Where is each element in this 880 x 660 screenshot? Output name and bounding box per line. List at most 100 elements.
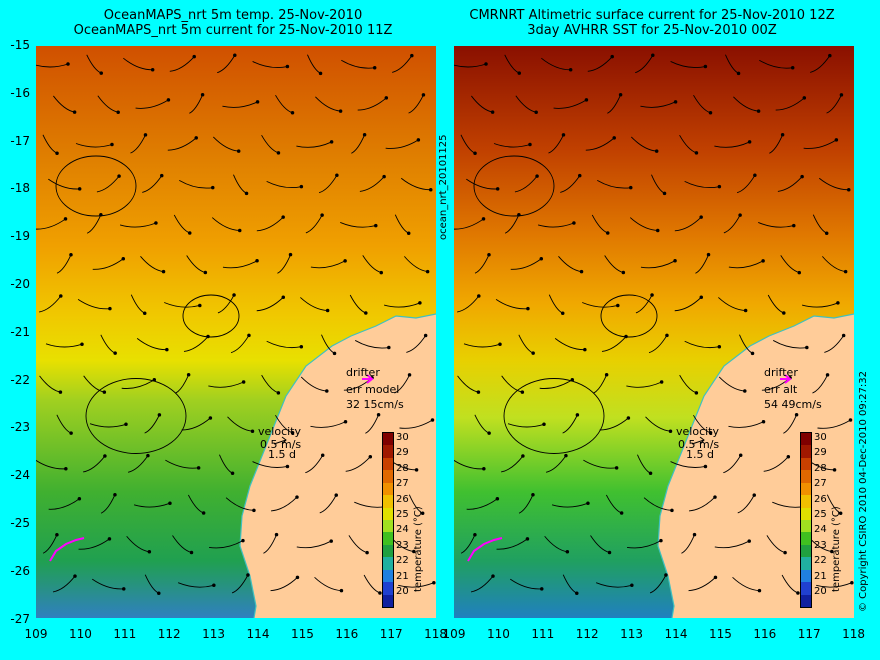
y-tick-label: -21: [10, 324, 30, 339]
colorbar-segment: [801, 495, 811, 509]
x-tick-label: 116: [753, 627, 777, 641]
colorbar-segment: [801, 433, 811, 446]
left-velocity-days: 1.5 d: [268, 448, 296, 461]
right-velocity-scale: 0.5 m/s: [678, 438, 720, 451]
velocity-scale-arrow: [273, 436, 287, 445]
colorbar-tick-label: 24: [396, 524, 409, 536]
colorbar-tick-label: 21: [814, 570, 827, 582]
current-streamlines: [36, 53, 436, 596]
colorbar-segment: [801, 520, 811, 533]
colorbar-segment: [383, 445, 393, 459]
colorbar-segment: [383, 433, 393, 446]
left-velocity-scale: 0.5 m/s: [260, 438, 302, 451]
colorbar-tick-label: 23: [396, 539, 409, 551]
x-tick-label: 110: [486, 627, 510, 641]
colorbar-segment: [383, 520, 393, 533]
x-tick-label: 115: [290, 627, 314, 641]
right-velocity-days: 1.5 d: [686, 448, 714, 461]
colorbar-tick-label: 30: [814, 432, 827, 443]
colorbar-segment: [801, 507, 811, 521]
colorbar-tick-label: 26: [396, 493, 409, 505]
colorbar-segment: [801, 569, 811, 583]
eddy: [85, 378, 187, 454]
left-drifter-label: drifter: [346, 366, 380, 379]
x-tick-label: 111: [113, 627, 137, 641]
drifter-arrow: [780, 374, 792, 384]
x-tick-label: 117: [797, 627, 821, 641]
x-tick-label: 114: [246, 627, 270, 641]
colorbar-segment: [383, 532, 393, 546]
colorbar-frame: [382, 432, 394, 608]
x-tick-label: 111: [531, 627, 555, 641]
x-tick-label: 114: [664, 627, 688, 641]
y-tick-label: -20: [10, 277, 30, 291]
x-tick-label: 109: [24, 627, 48, 641]
x-tick-label: 112: [575, 627, 599, 641]
colorbar-tick-label: 27: [814, 478, 827, 490]
velocity-scale-arrow: [691, 436, 705, 445]
colorbar-tick-label: 29: [814, 447, 827, 459]
x-tick-label: 116: [335, 627, 359, 641]
colorbar-segment: [383, 594, 393, 608]
y-tick-label: -24: [10, 468, 30, 483]
eddy: [473, 155, 555, 217]
colorbar-tick-label: 28: [396, 462, 409, 474]
colorbar-segment: [383, 457, 393, 471]
y-tick-label: -23: [10, 420, 30, 435]
colorbar-tick-label: 24: [814, 524, 827, 536]
left-velocity-label: velocity: [258, 425, 301, 438]
x-tick-label: 110: [68, 627, 92, 641]
right-title: CMRNRT Altimetric surface current for 25…: [452, 8, 852, 38]
colorbar-tick-label: 27: [396, 478, 409, 490]
colorbar-frame: [800, 432, 812, 608]
colorbar-tick-label: 28: [814, 462, 827, 474]
drifter-track: [49, 537, 85, 562]
colorbar-tick-label: 21: [396, 570, 409, 582]
colorbar-tick-label: 29: [396, 447, 409, 459]
right-err-value: 54 49cm/s: [764, 398, 822, 411]
colorbar-tick-label: 30: [396, 432, 409, 443]
right-velocity-label: velocity: [676, 425, 719, 438]
eddy: [600, 294, 658, 338]
left-title-line2: OceanMAPS_nrt 5m current for 25-Nov-2010…: [73, 23, 393, 38]
drifter-arrow: [362, 374, 374, 384]
right-title-line2: 3day AVHRR SST for 25-Nov-2010 00Z: [527, 23, 777, 38]
coastline: [239, 313, 436, 618]
map-right-canvas: [454, 46, 854, 618]
colorbar-segment: [383, 507, 393, 521]
x-tick-label: 117: [379, 627, 403, 641]
colorbar-segment: [383, 482, 393, 496]
coastline: [657, 313, 854, 618]
colorbar-segment: [801, 582, 811, 596]
right-drifter-label: drifter: [764, 366, 798, 379]
left-title-line1: OceanMAPS_nrt 5m temp. 25-Nov-2010: [103, 8, 363, 23]
colorbar-segment: [383, 544, 393, 558]
y-tick-label: -25: [10, 516, 30, 530]
colorbar-segment: [801, 532, 811, 546]
y-tick-label: -22: [10, 372, 30, 387]
colorbar-tick-label: 22: [814, 555, 827, 567]
colorbar-segment: [383, 582, 393, 596]
colorbar-segment: [801, 557, 811, 571]
y-tick-label: -19: [10, 229, 30, 244]
drifter-track: [467, 537, 503, 562]
y-tick-label: -16: [10, 85, 30, 100]
colorbar-tick-label: 20: [814, 586, 827, 597]
eddy: [182, 294, 240, 338]
left-err-value: 32 15cm/s: [346, 398, 404, 411]
eddy: [503, 378, 605, 454]
colorbar-segment: [801, 445, 811, 459]
eddy: [55, 155, 137, 217]
colorbar-segment: [383, 495, 393, 509]
map-panel-left: [36, 46, 436, 618]
colorbar-tick-label: 20: [396, 586, 409, 597]
right-title-line1: CMRNRT Altimetric surface current for 25…: [469, 8, 835, 23]
x-tick-label: 109: [442, 627, 466, 641]
colorbar-title: temperature (°C): [413, 506, 424, 592]
colorbar-tick-label: 22: [396, 555, 409, 567]
x-tick-label: 113: [620, 627, 644, 641]
colorbar-title: temperature (°C): [831, 506, 842, 592]
side-label: ocean_nrt_20101125: [438, 134, 449, 240]
map-panel-right: [454, 46, 854, 618]
colorbar-segment: [801, 457, 811, 471]
